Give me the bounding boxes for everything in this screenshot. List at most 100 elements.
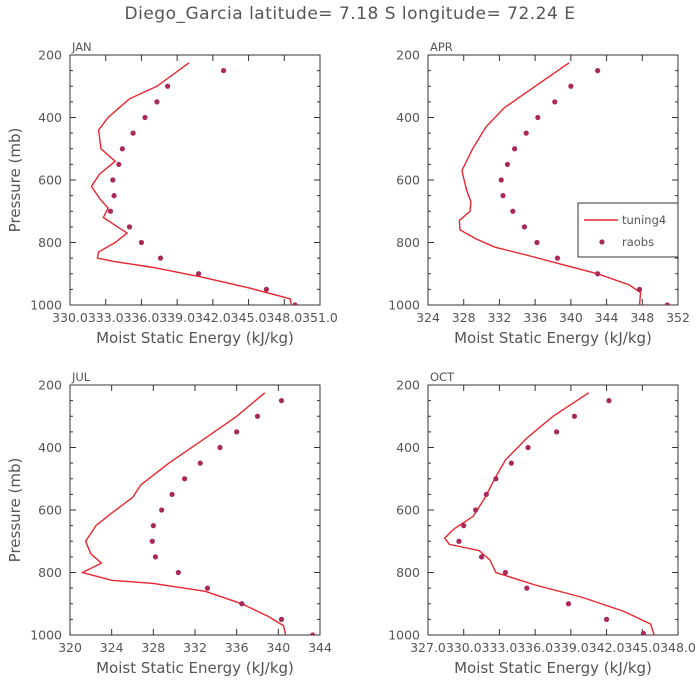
data-point-raobs bbox=[220, 68, 227, 74]
x-tick-label: 340 bbox=[559, 310, 583, 325]
x-tick-label: 330.0 bbox=[446, 640, 482, 655]
legend-marker-swatch bbox=[599, 239, 605, 245]
plot-area bbox=[80, 392, 316, 635]
panel-jan: JAN 330.0 333.0 336.0 339.0 342.0 345.0 348.0 35… bbox=[6, 40, 338, 347]
data-point-raobs bbox=[110, 177, 116, 183]
panel-label: OCT bbox=[430, 370, 455, 384]
data-point-raobs bbox=[640, 630, 647, 635]
x-axis-title: Moist Static Energy (kJ/kg) bbox=[96, 659, 294, 677]
plot-area bbox=[90, 62, 298, 305]
data-point-raobs bbox=[150, 523, 156, 529]
data-point-raobs bbox=[181, 476, 188, 482]
data-point-raobs bbox=[456, 538, 462, 544]
plot-area bbox=[458, 62, 670, 305]
x-tick-label: 340 bbox=[266, 640, 290, 655]
data-point-raobs bbox=[175, 569, 181, 576]
data-point-raobs bbox=[473, 507, 479, 513]
y-tick-label: 800 bbox=[38, 565, 62, 580]
x-tick-label: 328 bbox=[141, 640, 165, 655]
data-point-raobs bbox=[292, 302, 298, 305]
x-tick-label: 330.0 bbox=[52, 310, 88, 325]
y-tick-label: 200 bbox=[38, 378, 62, 393]
panel-label: APR bbox=[430, 40, 453, 54]
data-point-raobs bbox=[595, 68, 601, 74]
data-point-raobs bbox=[603, 616, 610, 622]
x-tick-label: 332 bbox=[487, 310, 511, 325]
y-tick-label: 600 bbox=[396, 173, 420, 188]
y-tick-label: 1000 bbox=[30, 298, 62, 313]
data-point-raobs bbox=[152, 554, 159, 560]
data-point-raobs bbox=[508, 460, 514, 466]
x-axis-title: Moist Static Energy (kJ/kg) bbox=[454, 329, 652, 347]
x-tick-label: 348 bbox=[630, 310, 654, 325]
y-tick-label: 800 bbox=[38, 235, 62, 250]
x-tick-label: 344 bbox=[308, 640, 332, 655]
data-point-raobs bbox=[126, 224, 133, 230]
data-point-raobs bbox=[111, 193, 117, 199]
data-point-raobs bbox=[149, 538, 155, 544]
plot-frame bbox=[69, 54, 321, 306]
data-point-raobs bbox=[254, 413, 261, 419]
data-point-raobs bbox=[234, 429, 240, 435]
legend: tuning4 raobs bbox=[577, 202, 679, 258]
x-axis-title: Moist Static Energy (kJ/kg) bbox=[96, 329, 294, 347]
y-tick-label: 200 bbox=[396, 378, 420, 393]
data-point-raobs bbox=[565, 601, 572, 607]
data-point-raobs bbox=[239, 601, 245, 607]
data-point-raobs bbox=[116, 161, 122, 167]
x-tick-label: 351.0 bbox=[302, 310, 338, 325]
plot-frame bbox=[427, 384, 679, 636]
panel-label: JUL bbox=[71, 370, 91, 384]
data-point-raobs bbox=[571, 413, 578, 419]
data-point-raobs bbox=[637, 286, 643, 292]
y-tick-label: 800 bbox=[396, 235, 420, 250]
y-tick-label: 400 bbox=[38, 110, 62, 125]
data-point-raobs bbox=[553, 429, 560, 435]
data-point-raobs bbox=[138, 239, 145, 246]
series-line-tuning4 bbox=[443, 392, 655, 635]
data-point-raobs bbox=[159, 507, 165, 513]
data-point-raobs bbox=[278, 616, 285, 622]
figure-title: Diego_Garcia latitude= 7.18 S longitude=… bbox=[124, 4, 576, 24]
data-point-raobs bbox=[568, 83, 574, 89]
data-point-raobs bbox=[278, 398, 285, 404]
y-tick-label: 400 bbox=[396, 440, 420, 455]
data-point-raobs bbox=[606, 398, 612, 404]
x-tick-label: 324 bbox=[100, 640, 124, 655]
data-point-raobs bbox=[535, 114, 541, 121]
x-tick-label: 352 bbox=[666, 310, 690, 325]
legend-label-obs: raobs bbox=[622, 235, 654, 249]
series-line-tuning4 bbox=[90, 62, 293, 305]
data-point-raobs bbox=[552, 99, 558, 105]
data-point-raobs bbox=[554, 255, 561, 261]
x-tick-label: 342.0 bbox=[195, 310, 231, 325]
data-point-raobs bbox=[130, 130, 136, 136]
data-point-raobs bbox=[498, 177, 504, 183]
data-point-raobs bbox=[217, 444, 223, 451]
y-axis-title: Pressure (mb) bbox=[6, 128, 24, 233]
legend-label-model: tuning4 bbox=[622, 213, 666, 227]
y-tick-label: 400 bbox=[38, 440, 62, 455]
panel-apr: APR 324 328 332 336 340 344 348 352 200 400 600 800 1… bbox=[388, 40, 690, 347]
data-point-raobs bbox=[512, 146, 518, 152]
series-line-tuning4 bbox=[458, 62, 642, 305]
x-tick-label: 336 bbox=[225, 640, 249, 655]
data-point-raobs bbox=[461, 523, 467, 529]
x-tick-label: 345.0 bbox=[624, 640, 660, 655]
data-point-raobs bbox=[510, 208, 516, 214]
data-point-raobs bbox=[142, 114, 148, 121]
data-point-raobs bbox=[483, 491, 489, 497]
data-point-raobs bbox=[204, 585, 211, 591]
x-tick-label: 345.0 bbox=[231, 310, 267, 325]
data-point-raobs bbox=[169, 491, 175, 497]
x-tick-label: 344 bbox=[595, 310, 619, 325]
y-axis-title: Pressure (mb) bbox=[6, 458, 24, 563]
panel-label: JAN bbox=[71, 40, 92, 54]
data-point-raobs bbox=[154, 99, 160, 105]
panel-oct: OCT 327.0 330.0 333.0 336.0 339.0 342.0 345.0 34… bbox=[388, 370, 696, 677]
y-tick-label: 400 bbox=[396, 110, 420, 125]
x-tick-label: 327.0 bbox=[410, 640, 446, 655]
x-tick-label: 339.0 bbox=[159, 310, 195, 325]
x-tick-label: 336.0 bbox=[517, 640, 553, 655]
